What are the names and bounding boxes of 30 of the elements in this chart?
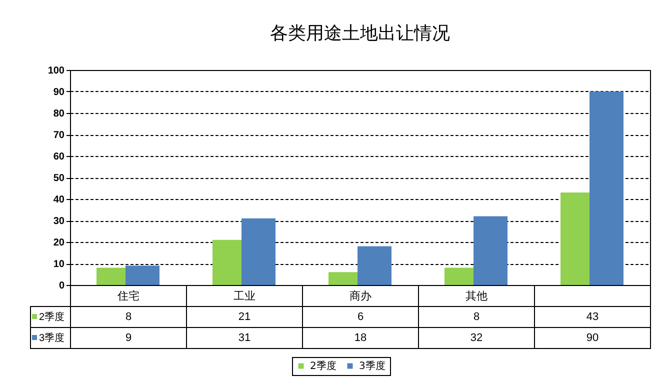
data-label: 90 (534, 328, 650, 348)
y-tick-label: 70 (53, 130, 65, 141)
legend-label: 3季度 (359, 360, 386, 372)
data-label: 21 (186, 306, 302, 328)
text: 2季度 (310, 361, 336, 372)
x-tick-label: 商办 (350, 290, 372, 302)
y-tick-label: 10 (53, 259, 65, 270)
y-tick-label: 0 (58, 280, 65, 292)
x-tick-label: 住宅 (118, 290, 140, 302)
y-tick-label: 100 (48, 66, 65, 76)
x-tick-label: 工业 (234, 290, 256, 302)
data-label: 8 (70, 306, 186, 328)
data-label: 8 (418, 306, 534, 328)
y-tick-label: 50 (53, 173, 65, 184)
text: 3季度 (39, 333, 65, 344)
y-tick-label: 80 (53, 108, 65, 120)
legend-label: 2季度 (30, 306, 70, 328)
data-label: 32 (418, 328, 534, 348)
x-tick-label: 其他 (466, 290, 488, 302)
chart-title: 各类用途土地出让情况 (270, 23, 450, 44)
data-label: 9 (70, 328, 186, 348)
data-label: 18 (302, 328, 418, 348)
y-tick-label: 40 (53, 194, 65, 206)
data-label: 6 (302, 306, 418, 328)
y-tick-label: 30 (53, 216, 65, 227)
y-tick-label: 90 (53, 87, 65, 98)
y-tick-label: 60 (53, 152, 65, 162)
data-label: 43 (534, 306, 650, 328)
y-tick-label: 20 (53, 238, 65, 248)
data-label: 31 (186, 328, 302, 348)
